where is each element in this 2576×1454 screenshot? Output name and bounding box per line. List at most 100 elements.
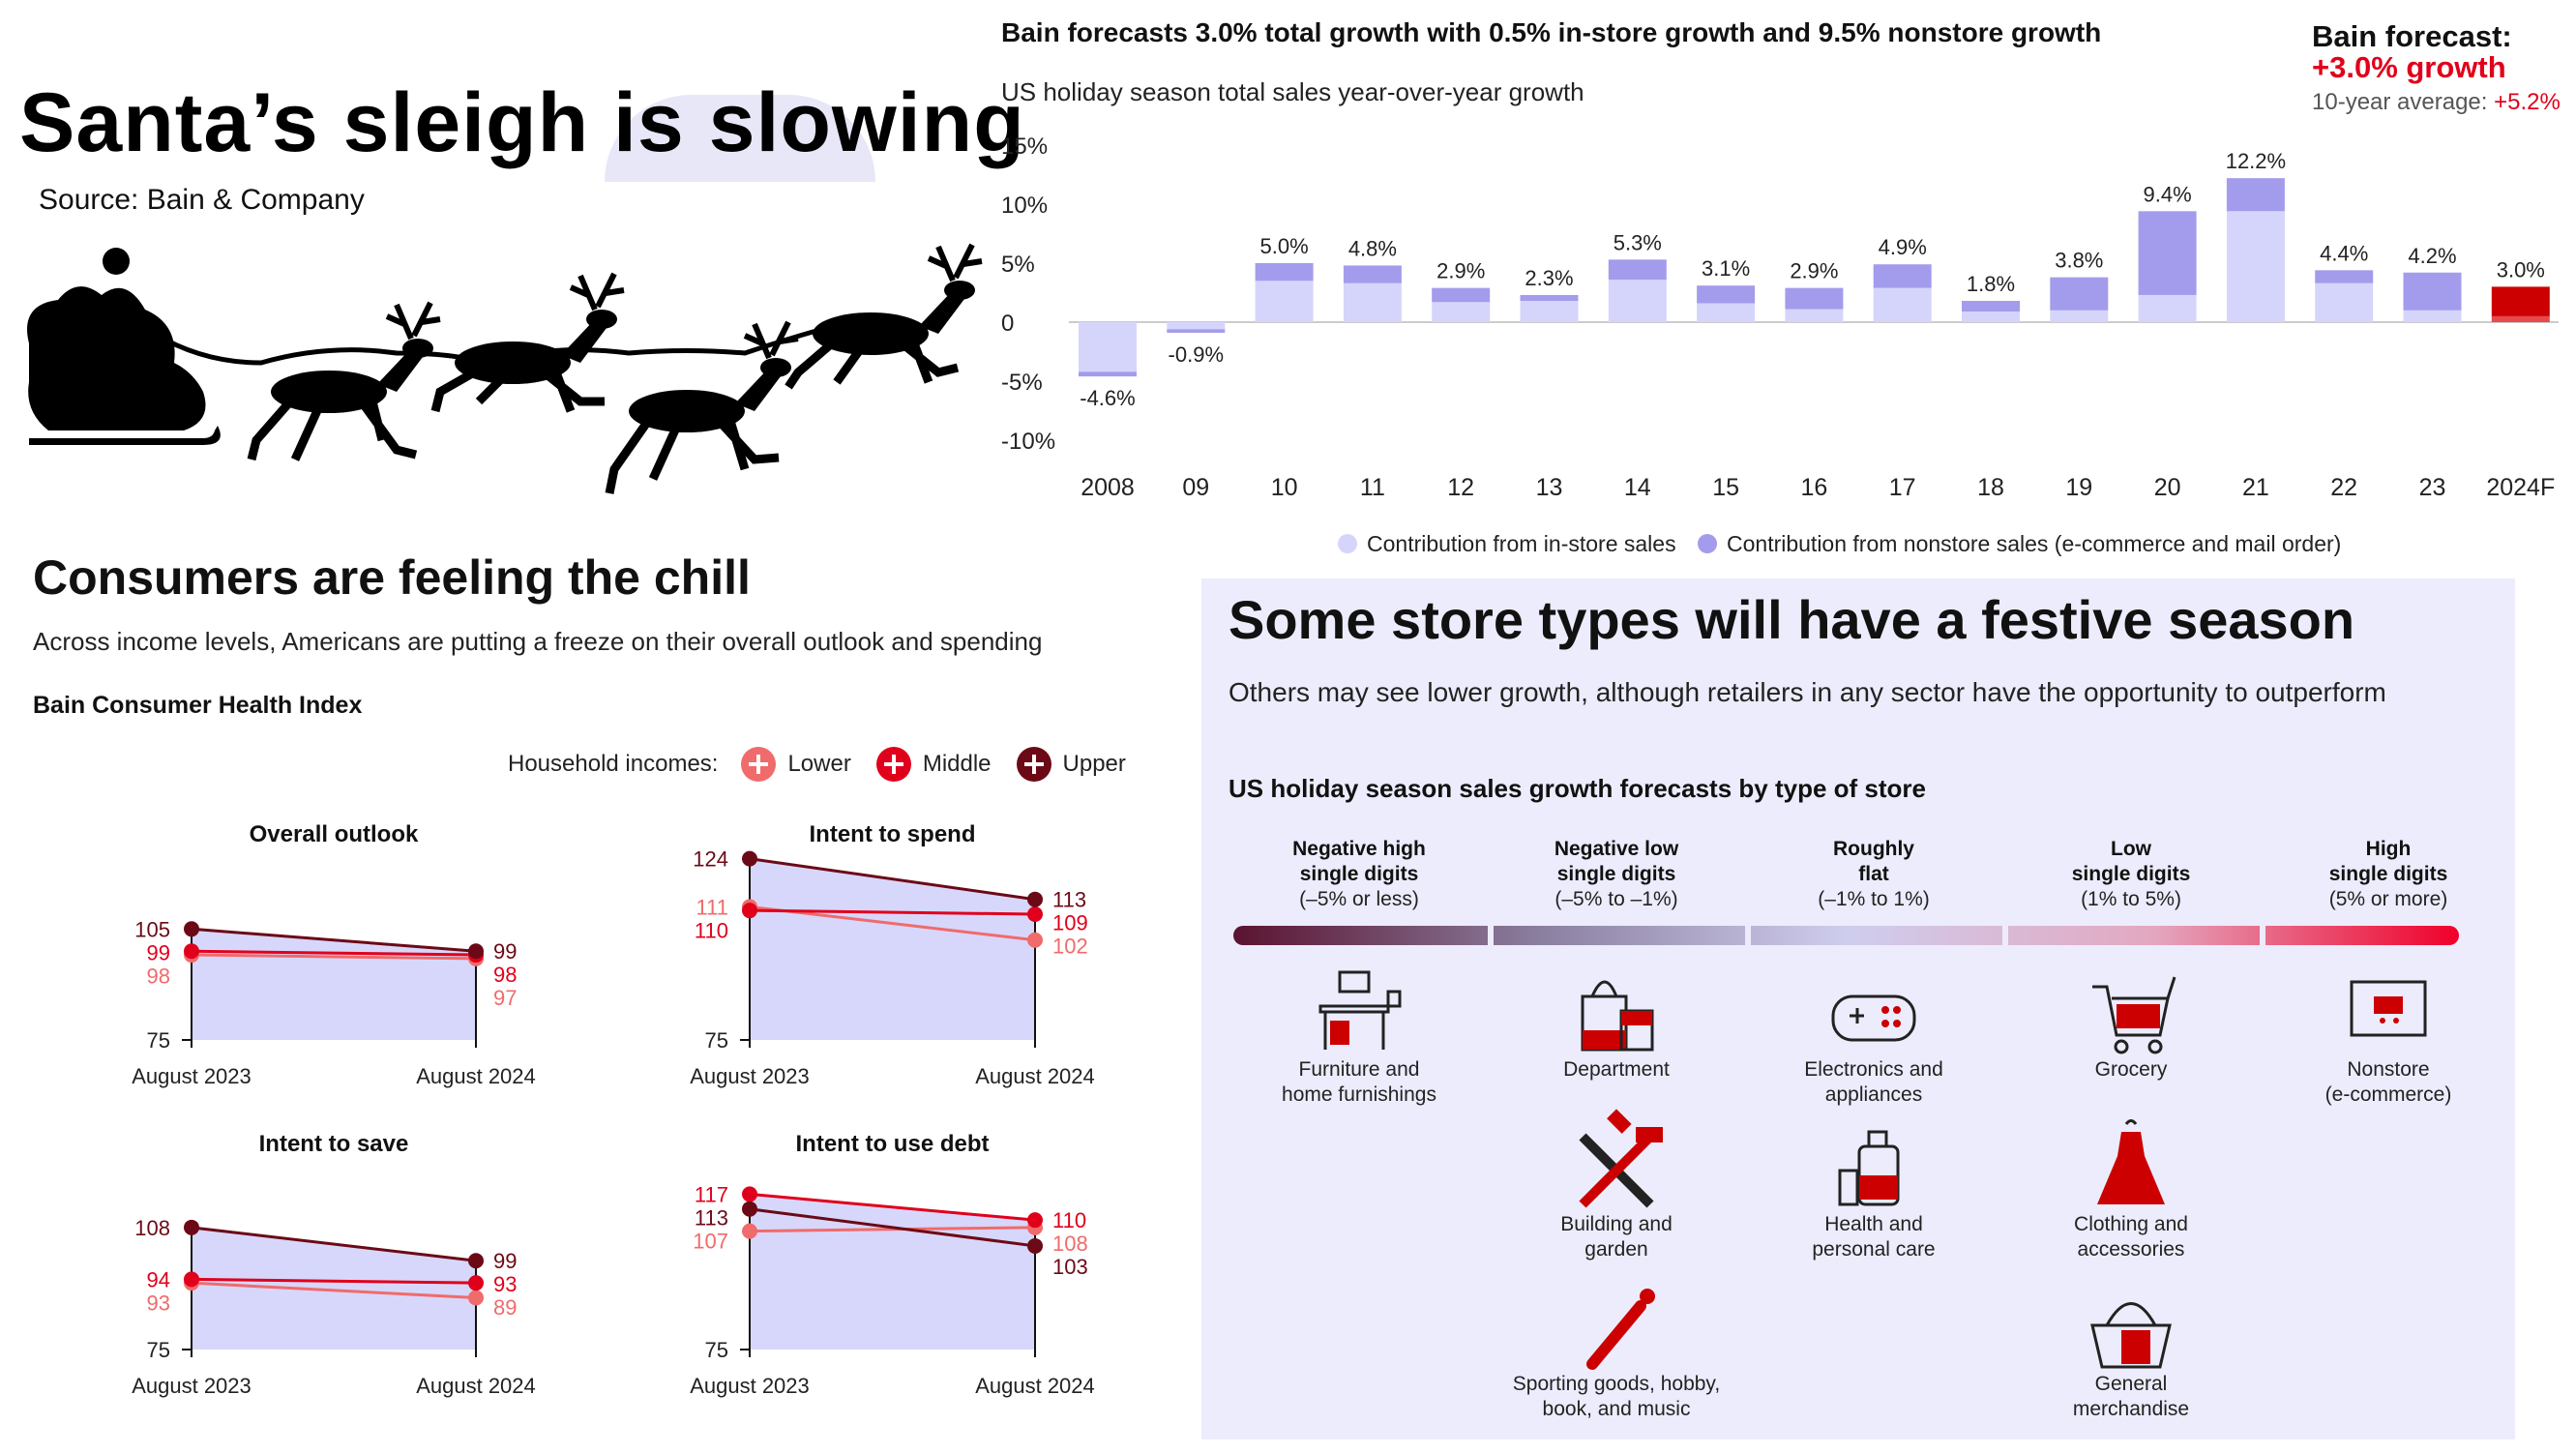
point-value-label: 103 [1052,1255,1088,1279]
point-value-label: 99 [147,940,170,964]
category-line2: single digits [2329,863,2448,885]
scale-divider [2260,924,2265,947]
point-value-label: 105 [134,917,170,941]
panel-title: Intent to spend [810,821,976,847]
store-type-label: merchandise [2073,1398,2189,1420]
point-value-label: 113 [695,1205,728,1230]
category-range: (–5% or less) [1299,888,1419,910]
y-tick-label: 15% [1001,134,1048,160]
icon-part [2147,1039,2163,1054]
icon-part [1859,1175,1898,1200]
stores-title: Some store types will have a festive sea… [1229,589,2355,650]
bar-chart-subtitle: US holiday season total sales year-over-… [1001,77,1584,106]
bar-total-label: 2.9% [1790,259,1838,283]
category-line1: High [2366,838,2412,860]
store-type-label: accessories [2078,1238,2185,1261]
icon-part [1330,1021,1349,1045]
bar-total-label: 3.1% [1702,256,1750,281]
x-tick-label: 22 [2330,474,2357,501]
icon-part [1579,1133,1654,1208]
instore-bar [1962,312,2020,322]
series-end-point [1027,1237,1043,1254]
shopping-basket-icon [2090,1302,2172,1369]
point-value-label: 99 [493,939,517,964]
icon-part [1831,994,1916,1042]
legend-instore-dot [1338,534,1357,553]
icon-part [2380,1018,2385,1024]
icon-part [2114,1039,2129,1054]
category-line2: single digits [1557,863,1676,885]
series-start-point [184,921,199,937]
bar-total-label: 12.2% [2226,149,2286,173]
series-start-point [742,1201,757,1217]
point-value-label: 89 [493,1295,517,1320]
icon-part [2105,1302,2157,1326]
series-line [191,1277,477,1285]
legend-middle: Middle [922,751,992,777]
series-end-point [1027,906,1043,922]
icon-part [1893,1020,1901,1027]
store-type-label: appliances [1825,1083,1922,1106]
bar-total-label: 4.8% [1348,236,1397,260]
instore-bar [1873,287,1932,322]
series-end-point [468,1290,484,1306]
series-end-point [468,1253,484,1269]
category-line1: Negative high [1292,838,1426,860]
x-tick-label: August 2024 [975,1374,1095,1398]
furniture-icon [1318,970,1402,1050]
y-tick-label: 10% [1001,193,1048,219]
icon-part [2124,1119,2138,1125]
icon-part [1881,1006,1889,1014]
upper-marker-icon [1016,747,1051,782]
legend-upper: Upper [1062,751,1126,777]
icon-part [2374,996,2403,1014]
scale-divider [2002,924,2008,947]
legend-lower: Lower [787,751,851,777]
point-value-label: 110 [695,918,728,942]
tools-icon [1579,1109,1663,1208]
x-tick-label: 20 [2154,474,2181,501]
middle-marker-icon [875,747,911,782]
shopping-cart-icon [2092,976,2176,1054]
instore-bar [2491,315,2550,322]
series-end-point [1027,891,1043,907]
stores-chart-title: US holiday season sales growth forecasts… [1229,774,1926,803]
series-end-point [468,1275,484,1291]
y-min-label: 75 [147,1338,170,1362]
nonstore-bar [1873,264,1932,288]
store-type-label: book, and music [1543,1398,1691,1420]
forecast-value: +3.0% growth [2312,50,2506,84]
store-type-label: home furnishings [1282,1083,1436,1106]
consumers-subtitle: Across income levels, Americans are putt… [33,627,1043,656]
store-type-label: garden [1584,1238,1647,1261]
point-value-label: 113 [1052,888,1086,912]
series-start-point [184,1271,199,1288]
icon-part [1881,1020,1889,1027]
point-value-label: 93 [493,1272,517,1296]
series-start-point [742,850,757,867]
series-start-point [742,903,757,919]
store-type-label: General [2095,1373,2168,1395]
x-tick-label: 21 [2242,474,2269,501]
series-line [191,953,477,961]
x-tick-label: 18 [1977,474,2004,501]
point-value-label: 98 [147,964,170,988]
series-line [191,949,477,957]
bar-total-label: 3.0% [2497,257,2545,282]
nonstore-bar [1962,301,2020,312]
panel-area [192,1227,476,1350]
x-tick-label: August 2023 [690,1374,810,1398]
icon-part [1590,980,1618,997]
scale-divider [1488,924,1494,947]
series-line [749,857,1036,902]
instore-bar [2403,310,2462,322]
series-line [749,1207,1036,1248]
x-tick-label: 13 [1536,474,1563,501]
icon-part [1640,1289,1655,1304]
game-controller-icon [1831,994,1916,1042]
store-type-label: Furniture and [1299,1058,1420,1081]
point-value-label: 98 [493,963,517,987]
point-value-label: 108 [134,1216,170,1240]
series-line [749,1226,1036,1233]
point-value-label: 99 [493,1249,517,1273]
